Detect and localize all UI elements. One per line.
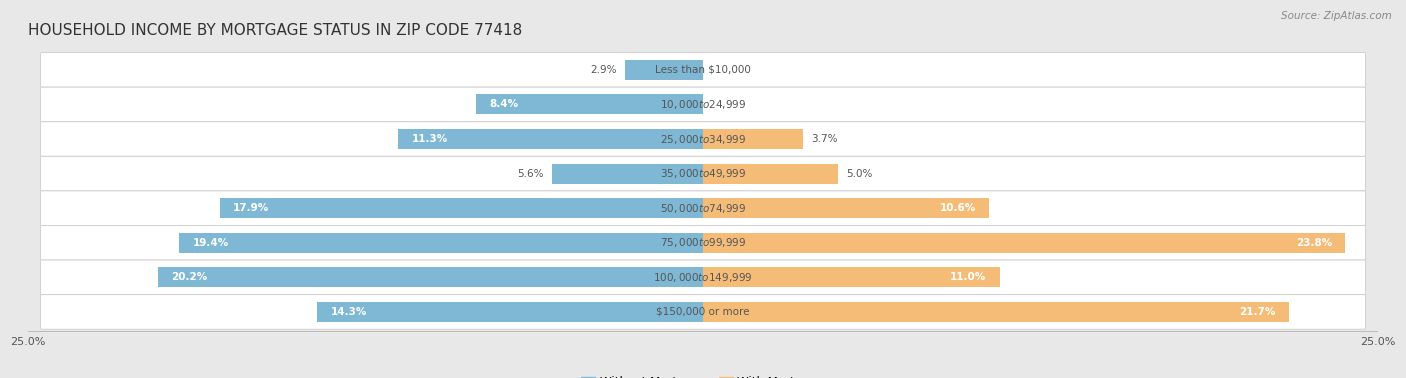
FancyBboxPatch shape <box>41 156 1365 191</box>
FancyBboxPatch shape <box>41 87 1365 122</box>
Bar <box>703 129 803 149</box>
Text: 17.9%: 17.9% <box>233 203 270 213</box>
Text: 5.0%: 5.0% <box>846 169 873 178</box>
Bar <box>703 267 1000 287</box>
Text: $35,000 to $49,999: $35,000 to $49,999 <box>659 167 747 180</box>
Text: $10,000 to $24,999: $10,000 to $24,999 <box>659 98 747 111</box>
Text: $150,000 or more: $150,000 or more <box>657 307 749 317</box>
Text: 19.4%: 19.4% <box>193 238 229 248</box>
Text: 8.4%: 8.4% <box>489 99 519 110</box>
Text: 11.3%: 11.3% <box>412 134 447 144</box>
Text: 23.8%: 23.8% <box>1296 238 1331 248</box>
Text: 10.6%: 10.6% <box>939 203 976 213</box>
Bar <box>703 198 990 218</box>
FancyBboxPatch shape <box>41 294 1365 329</box>
Bar <box>703 164 838 184</box>
FancyBboxPatch shape <box>41 53 1365 87</box>
Text: HOUSEHOLD INCOME BY MORTGAGE STATUS IN ZIP CODE 77418: HOUSEHOLD INCOME BY MORTGAGE STATUS IN Z… <box>28 23 523 38</box>
Text: 20.2%: 20.2% <box>172 272 208 282</box>
Bar <box>551 164 703 184</box>
Legend: Without Mortgage, With Mortgage: Without Mortgage, With Mortgage <box>581 376 825 378</box>
Text: $75,000 to $99,999: $75,000 to $99,999 <box>659 236 747 249</box>
Text: 5.6%: 5.6% <box>517 169 544 178</box>
Bar <box>398 129 703 149</box>
Bar <box>219 198 703 218</box>
Text: Source: ZipAtlas.com: Source: ZipAtlas.com <box>1281 11 1392 21</box>
Text: 2.9%: 2.9% <box>591 65 617 75</box>
Text: $50,000 to $74,999: $50,000 to $74,999 <box>659 202 747 215</box>
Bar <box>703 233 1346 253</box>
FancyBboxPatch shape <box>41 225 1365 260</box>
FancyBboxPatch shape <box>41 260 1365 294</box>
Text: $25,000 to $34,999: $25,000 to $34,999 <box>659 133 747 146</box>
Bar <box>703 302 1289 322</box>
Text: 3.7%: 3.7% <box>811 134 838 144</box>
Text: $100,000 to $149,999: $100,000 to $149,999 <box>654 271 752 284</box>
Bar <box>624 60 703 80</box>
Bar <box>316 302 703 322</box>
Bar <box>180 233 703 253</box>
Text: 14.3%: 14.3% <box>330 307 367 317</box>
Text: 11.0%: 11.0% <box>950 272 987 282</box>
Text: Less than $10,000: Less than $10,000 <box>655 65 751 75</box>
Bar <box>477 94 703 115</box>
Text: 21.7%: 21.7% <box>1239 307 1275 317</box>
FancyBboxPatch shape <box>41 122 1365 156</box>
Bar <box>157 267 703 287</box>
FancyBboxPatch shape <box>41 191 1365 225</box>
